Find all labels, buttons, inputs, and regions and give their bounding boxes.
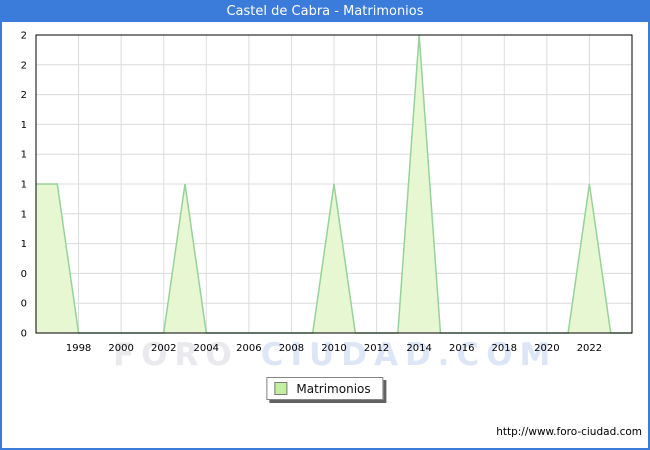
y-tick-label: 2	[21, 31, 27, 42]
y-tick-label: 1	[21, 120, 27, 131]
x-tick-label: 2004	[194, 343, 219, 354]
x-tick-label: 2020	[534, 343, 559, 354]
y-tick-label: 0	[21, 329, 27, 340]
x-tick-label: 2008	[279, 343, 304, 354]
y-tick-label: 0	[21, 269, 27, 280]
x-tick-label: 2000	[108, 343, 133, 354]
y-tick-label: 1	[21, 150, 27, 161]
x-tick-label: 2002	[151, 343, 176, 354]
legend-swatch-icon	[274, 382, 288, 395]
x-tick-label: 1998	[66, 343, 91, 354]
watermark-part1: FORO	[113, 337, 239, 373]
page-title: Castel de Cabra - Matrimonios	[0, 0, 650, 22]
y-tick-label: 1	[21, 209, 27, 220]
y-tick-label: 1	[21, 239, 27, 250]
watermark-part2: CIUDAD.COM	[260, 337, 558, 373]
y-tick-label: 2	[21, 90, 27, 101]
x-tick-label: 2006	[236, 343, 261, 354]
x-tick-label: 2018	[492, 343, 517, 354]
y-tick-label: 0	[21, 299, 27, 310]
x-tick-label: 2016	[449, 343, 474, 354]
x-tick-label: 2010	[321, 343, 346, 354]
watermark: FORO CIUDAD.COM	[113, 337, 557, 373]
plot-border	[35, 34, 633, 334]
x-tick-label: 2012	[364, 343, 389, 354]
x-tick-label: 2022	[577, 343, 602, 354]
footer-url: http://www.foro-ciudad.com	[496, 426, 642, 438]
legend: Matrimonios	[266, 377, 384, 400]
y-tick-label: 2	[21, 60, 27, 71]
y-tick-label: 1	[21, 180, 27, 191]
x-tick-label: 2014	[406, 343, 431, 354]
legend-label: Matrimonios	[296, 381, 371, 396]
